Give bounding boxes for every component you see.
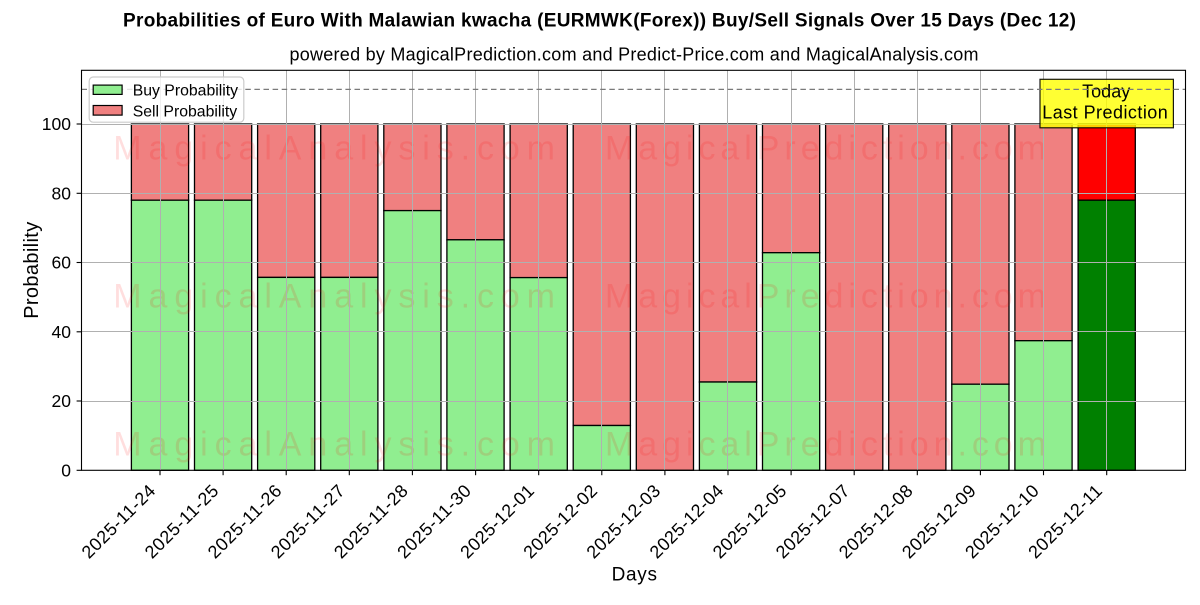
svg-text:MagicalPrediction.com: MagicalPrediction.com — [605, 425, 1046, 463]
svg-text:Today: Today — [1082, 81, 1130, 101]
svg-text:20: 20 — [52, 391, 72, 411]
svg-text:60: 60 — [52, 253, 72, 273]
svg-text:MagicalAnalysis.com: MagicalAnalysis.com — [113, 278, 555, 316]
svg-text:MagicalAnalysis.com: MagicalAnalysis.com — [113, 425, 555, 463]
svg-text:Probability: Probability — [21, 222, 43, 319]
svg-text:MagicalPrediction.com: MagicalPrediction.com — [605, 278, 1046, 316]
svg-text:Probabilities of Euro With Mal: Probabilities of Euro With Malawian kwac… — [123, 10, 1076, 31]
svg-text:Buy Probability: Buy Probability — [133, 82, 238, 99]
svg-text:MagicalAnalysis.com: MagicalAnalysis.com — [113, 130, 555, 168]
svg-text:MagicalPrediction.com: MagicalPrediction.com — [605, 130, 1046, 168]
svg-text:Days: Days — [612, 565, 657, 586]
svg-text:powered by MagicalPrediction.c: powered by MagicalPrediction.com and Pre… — [290, 44, 979, 64]
svg-text:Last Prediction: Last Prediction — [1042, 102, 1168, 122]
svg-text:0: 0 — [61, 460, 71, 480]
svg-text:80: 80 — [52, 183, 72, 203]
svg-text:100: 100 — [42, 114, 71, 134]
svg-text:Sell Probability: Sell Probability — [133, 104, 238, 121]
svg-text:40: 40 — [52, 322, 72, 342]
